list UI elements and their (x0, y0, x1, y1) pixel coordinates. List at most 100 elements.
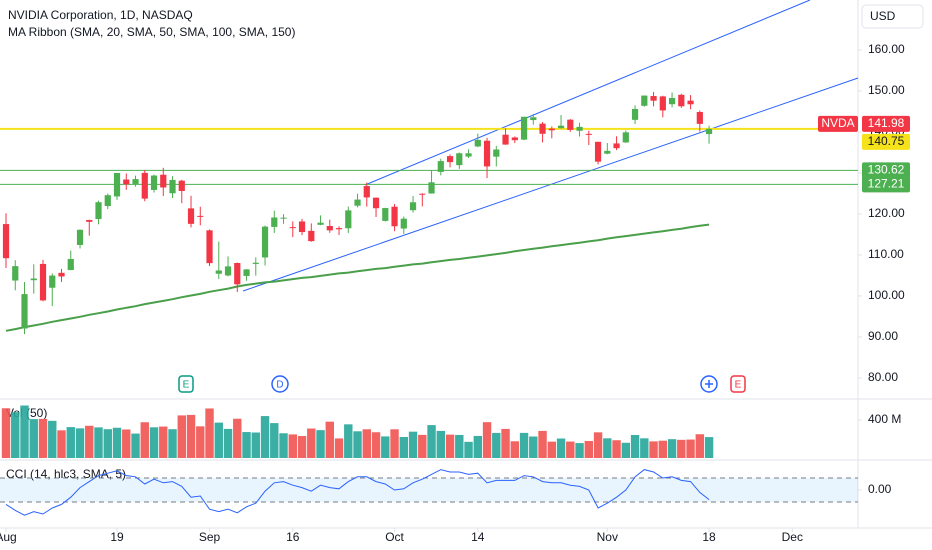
volume-bar (112, 427, 122, 458)
candle-body (456, 153, 463, 166)
candle-body (39, 263, 47, 301)
candle-body (465, 153, 472, 157)
x-tick-label: Sep (199, 530, 221, 544)
candle-body (335, 228, 343, 230)
volume-bar (223, 428, 233, 458)
currency-label[interactable]: USD (870, 9, 896, 23)
volume-bar (593, 432, 603, 458)
volume-bar (519, 432, 529, 458)
candle-body (576, 126, 583, 131)
candle-body (419, 193, 426, 195)
level-label: 130.62 (868, 163, 905, 177)
volume-bar (686, 439, 695, 458)
candle-body (2, 224, 10, 259)
volume-bar (658, 440, 668, 458)
y-tick-label: 80.00 (868, 370, 898, 384)
volume-bar (436, 430, 445, 458)
event-marker (730, 375, 746, 393)
candle-body (363, 186, 370, 198)
x-tick-label: 14 (471, 530, 485, 544)
volume-bar (57, 430, 66, 458)
volume-bar (316, 430, 325, 458)
candle-body (12, 266, 19, 281)
add-plus[interactable] (705, 380, 713, 388)
candle-body (382, 208, 389, 221)
volume-bar (94, 427, 103, 458)
volume-bar (131, 433, 140, 458)
volume-bar (371, 432, 381, 458)
y-tick-label: 120.00 (868, 206, 905, 220)
volume-bar (547, 441, 557, 458)
candle-body (567, 119, 574, 130)
volume-bar (85, 425, 94, 458)
chart-title: NVIDIA Corporation, 1D, NASDAQ (8, 8, 193, 22)
volume-bar (307, 428, 316, 458)
candle-body (437, 161, 444, 172)
candle-body (261, 226, 269, 258)
level-badge (862, 133, 910, 150)
candle-body (224, 266, 232, 276)
candle-body (243, 269, 250, 276)
volume-bar (390, 429, 399, 458)
volume-bar (270, 423, 279, 458)
candle-body (539, 123, 546, 134)
level-label: 140.75 (868, 134, 905, 148)
candle-body (659, 96, 666, 111)
x-tick-label: 16 (286, 530, 300, 544)
volume-bar (408, 431, 418, 458)
indicator-label: MA Ribbon (SMA, 20, SMA, 50, SMA, 100, S… (8, 25, 295, 39)
candle-body (271, 217, 278, 227)
candle-body (548, 128, 555, 131)
currency-button[interactable] (861, 4, 924, 29)
candle-body (613, 143, 620, 149)
candle-body (641, 95, 648, 106)
volume-bar (667, 439, 677, 458)
add-icon[interactable] (700, 375, 718, 393)
volume-bar (140, 422, 149, 458)
volume-bar (344, 424, 353, 458)
candle-body (58, 272, 65, 277)
symbol-badge (818, 115, 858, 132)
volume-bar (695, 434, 705, 458)
candle-body (696, 112, 703, 124)
candle-body (594, 141, 602, 162)
volume-bar (48, 420, 57, 458)
y-tick-label: 150.00 (868, 83, 905, 97)
candle-body (687, 100, 694, 105)
candle-body (298, 221, 306, 233)
volume-bar (20, 405, 29, 458)
candle-body (604, 150, 611, 154)
candle-body (391, 206, 398, 227)
volume-bar (482, 422, 492, 458)
candle-body (76, 229, 84, 245)
volume-bar (177, 415, 186, 458)
candle-body (530, 117, 537, 121)
candle-body (206, 230, 213, 264)
x-tick-label: 19 (110, 530, 124, 544)
candle-body (483, 140, 491, 167)
volume-bar (251, 432, 260, 458)
candle-body (215, 270, 222, 274)
volume-bar (214, 422, 223, 458)
volume-bar (325, 421, 334, 458)
volume-bar (473, 435, 482, 458)
candle-body (372, 197, 380, 209)
volume-bar (260, 416, 270, 458)
moving-average (5, 223, 710, 332)
volume-bar (288, 434, 297, 458)
candle-body (86, 219, 93, 222)
volume-bar (196, 426, 205, 458)
candle-body (178, 180, 185, 191)
x-tick-label: Oct (385, 530, 404, 544)
volume-bar (159, 426, 168, 458)
volume-bar (538, 430, 547, 458)
candle-body (520, 116, 528, 140)
volume-bar (455, 434, 464, 458)
candle-body (113, 172, 121, 197)
volume-bar (186, 414, 196, 458)
volume-bar (603, 438, 612, 458)
y-tick-label: 110.00 (868, 247, 904, 261)
event-label: E (183, 380, 190, 391)
candle-body (317, 222, 324, 225)
